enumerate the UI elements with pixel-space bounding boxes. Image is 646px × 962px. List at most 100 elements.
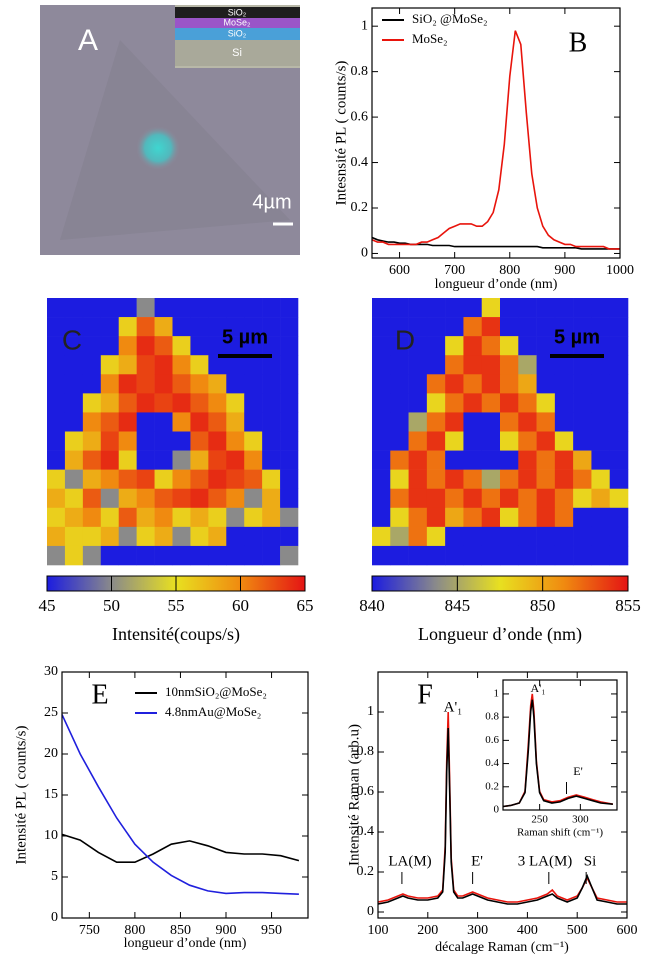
heatmap-cell: [100, 317, 120, 337]
y-tick-label: 0.2: [485, 780, 499, 792]
y-axis-label: Intensité Raman (arb.u): [346, 724, 362, 866]
heatmap-cell: [190, 507, 209, 528]
heatmap-cell: [226, 450, 245, 470]
heatmap-cell: [609, 317, 629, 337]
heatmap-cell: [390, 431, 409, 451]
heatmap-cell: [408, 412, 428, 432]
heatmap-cell: [100, 450, 120, 470]
heatmap-cell: [609, 412, 629, 432]
heatmap-cell: [554, 317, 574, 337]
heatmap-cell: [82, 374, 102, 394]
y-tick-label: 0.6: [485, 734, 499, 746]
heatmap-cell: [518, 469, 537, 490]
heatmap-cell: [100, 412, 120, 432]
heatmap-cell: [573, 355, 592, 375]
x-tick-label: 750: [79, 923, 100, 938]
layer-label: MoSe₂: [223, 17, 251, 27]
heatmap-cell: [82, 526, 102, 547]
heatmap-cell: [154, 431, 173, 451]
heatmap-cell: [244, 336, 263, 356]
heatmap-cell: [463, 412, 483, 432]
scale-bar-label: 5 µm: [222, 326, 268, 348]
annotation: E': [573, 764, 583, 778]
heatmap-cell: [554, 393, 574, 413]
heatmap-cell: [463, 431, 483, 451]
layer: [175, 28, 300, 40]
heatmap-cell: [226, 488, 245, 509]
heatmap-cell: [136, 507, 155, 528]
heatmap-cell: [372, 450, 391, 470]
heatmap-cell: [208, 393, 227, 413]
heatmap-cell: [573, 450, 592, 470]
heatmap-cell: [280, 374, 299, 394]
heatmap-cell: [280, 431, 299, 451]
heatmap-cell: [136, 488, 155, 509]
panel-a: SiO₂ MoSe₂ SiO₂ Si A 4µm: [40, 5, 300, 255]
heatmap-cell: [481, 317, 501, 337]
heatmap-cell: [262, 488, 281, 509]
heatmap-cell: [226, 355, 245, 375]
heatmap-cell: [536, 545, 556, 566]
heatmap-cell: [445, 507, 464, 528]
heatmap-cell: [408, 545, 428, 566]
heatmap-cell: [500, 431, 519, 451]
heatmap-cell: [554, 488, 574, 509]
heatmap-cell: [372, 545, 391, 566]
heatmap-cell: [573, 507, 592, 528]
heatmap-cell: [609, 507, 629, 528]
heatmap-cell: [536, 488, 556, 509]
heatmap-cell: [208, 450, 227, 470]
heatmap-cell: [609, 450, 629, 470]
annotation: A'₁: [530, 681, 545, 695]
heatmap-cell: [208, 526, 227, 547]
heatmap-cell: [64, 488, 84, 509]
heatmap-cell: [591, 545, 611, 566]
inset-background: [503, 680, 617, 810]
heatmap-cell: [408, 355, 428, 375]
heatmap-cell: [82, 317, 102, 337]
heatmap-cell: [408, 526, 428, 547]
heatmap-cell: [100, 393, 120, 413]
heatmap-cell: [118, 431, 137, 451]
heatmap-cell: [500, 336, 519, 356]
heatmap-cell: [463, 298, 483, 318]
layer: [175, 40, 300, 66]
y-tick-label: 0: [51, 910, 58, 925]
heatmap-cell: [100, 374, 120, 394]
scale-bar-label: 5 µm: [554, 326, 600, 348]
y-tick-label: 0.8: [485, 711, 499, 723]
heatmap-cell: [500, 488, 519, 509]
heatmap-cell: [445, 317, 464, 337]
layer: [175, 18, 300, 28]
y-tick-label: 0: [361, 246, 368, 261]
heatmap-cell: [226, 412, 245, 432]
heatmap-cell: [280, 545, 299, 566]
heatmap-cell: [372, 469, 391, 490]
heatmap-cell: [445, 393, 464, 413]
heatmap-cell: [244, 298, 263, 318]
y-tick-label: 0.8: [351, 64, 369, 79]
heatmap-cell: [445, 488, 464, 509]
heatmap-cell: [208, 298, 227, 318]
heatmap-cell: [573, 393, 592, 413]
heatmap-cell: [408, 393, 428, 413]
heatmap-cell: [82, 545, 102, 566]
heatmap-cell: [518, 450, 537, 470]
heatmap-cell: [172, 469, 191, 490]
heatmap-cell: [262, 431, 281, 451]
heatmap-cell: [408, 507, 428, 528]
heatmap-cell: [445, 431, 464, 451]
heatmap-cell: [208, 545, 227, 566]
heatmap-cell: [136, 355, 155, 375]
heatmap-cell: [172, 336, 191, 356]
annotation: Si: [584, 853, 597, 869]
heatmap-cell: [609, 374, 629, 394]
series-line: [502, 699, 613, 808]
heatmap-cell: [390, 336, 409, 356]
heatmap-cell: [136, 317, 155, 337]
heatmap-cell: [481, 545, 501, 566]
colorbar-tick-label: 65: [297, 596, 314, 615]
annotation: 3 LA(M): [518, 853, 573, 869]
heatmap-cell: [244, 545, 263, 566]
heatmap-cell: [372, 412, 391, 432]
